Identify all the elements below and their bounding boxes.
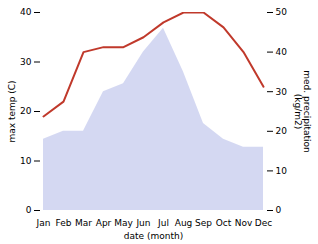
svg-text:40: 40 bbox=[276, 47, 288, 57]
svg-text:Mar: Mar bbox=[75, 218, 92, 228]
svg-text:Sep: Sep bbox=[195, 218, 212, 228]
svg-text:30: 30 bbox=[276, 87, 288, 97]
svg-text:0: 0 bbox=[276, 205, 282, 215]
svg-text:May: May bbox=[114, 218, 133, 228]
svg-text:50: 50 bbox=[276, 7, 288, 17]
svg-text:20: 20 bbox=[276, 126, 288, 136]
svg-text:date (month): date (month) bbox=[124, 231, 183, 241]
svg-text:30: 30 bbox=[20, 57, 32, 67]
svg-text:Jun: Jun bbox=[135, 218, 150, 228]
svg-text:Nov: Nov bbox=[235, 218, 253, 228]
svg-text:40: 40 bbox=[20, 7, 32, 17]
svg-text:10: 10 bbox=[276, 166, 288, 176]
svg-text:Jan: Jan bbox=[36, 218, 51, 228]
svg-text:10: 10 bbox=[20, 156, 32, 166]
svg-text:med. precipitation(kg/m2): med. precipitation(kg/m2) bbox=[293, 70, 312, 152]
svg-text:Jul: Jul bbox=[157, 218, 169, 228]
svg-text:max temp (C): max temp (C) bbox=[7, 80, 17, 142]
svg-text:Oct: Oct bbox=[216, 218, 232, 228]
svg-text:0: 0 bbox=[26, 205, 32, 215]
svg-text:20: 20 bbox=[20, 106, 32, 116]
svg-text:Feb: Feb bbox=[56, 218, 72, 228]
svg-text:Aug: Aug bbox=[175, 218, 193, 228]
svg-text:Apr: Apr bbox=[96, 218, 112, 228]
svg-text:Dec: Dec bbox=[255, 218, 272, 228]
